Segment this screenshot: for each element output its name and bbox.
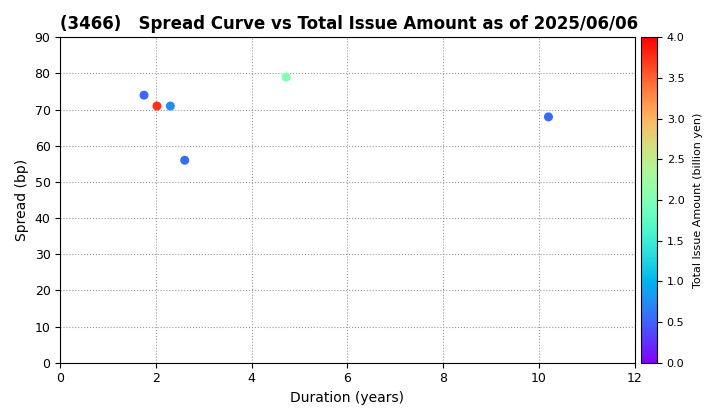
Point [151, 102, 163, 109]
Point [138, 92, 150, 99]
Y-axis label: Total Issue Amount (billion yen): Total Issue Amount (billion yen) [693, 112, 703, 288]
Y-axis label: Spread (bp): Spread (bp) [15, 159, 29, 241]
Point [280, 74, 292, 81]
Point [165, 102, 176, 109]
Text: (3466)   Spread Curve vs Total Issue Amount as of 2025/06/06: (3466) Spread Curve vs Total Issue Amoun… [60, 15, 639, 33]
Point [179, 157, 191, 164]
X-axis label: Duration (years): Duration (years) [290, 391, 405, 405]
Point [543, 113, 554, 120]
